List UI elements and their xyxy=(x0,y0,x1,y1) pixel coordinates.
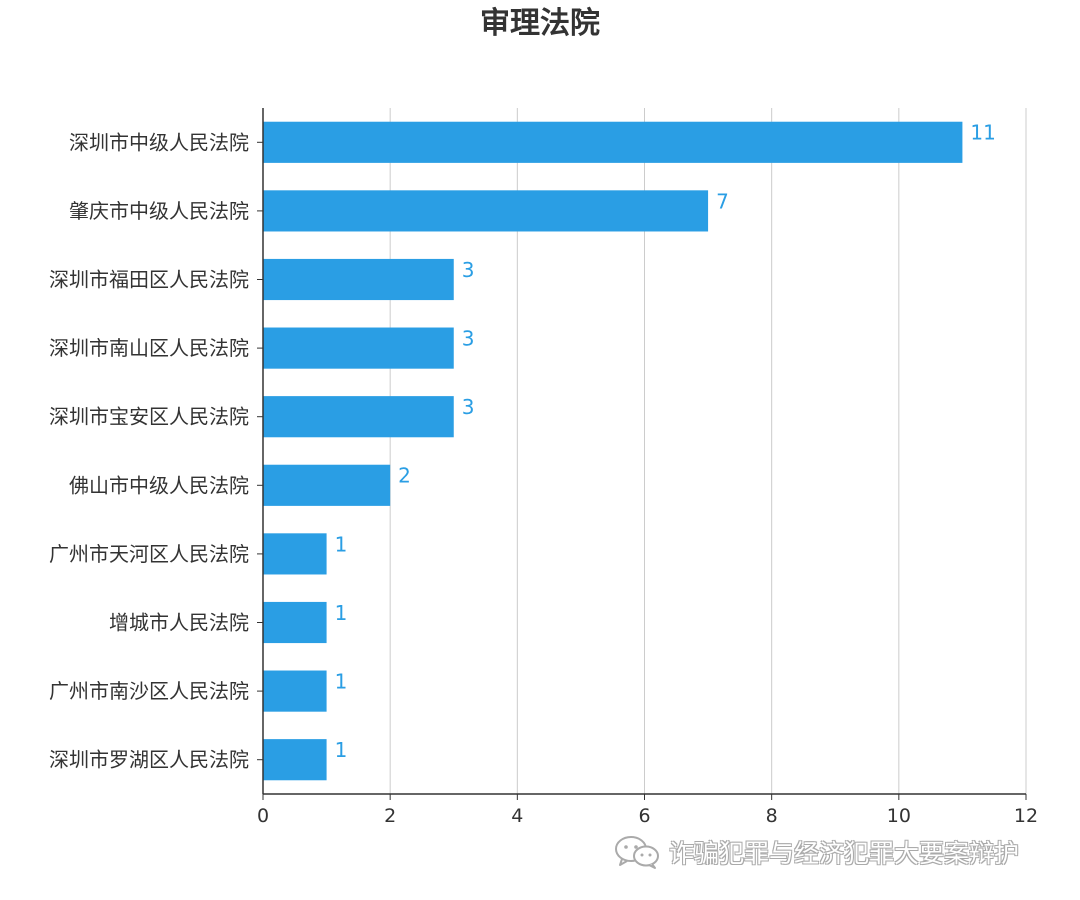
bar xyxy=(263,533,327,575)
data-label: 1 xyxy=(335,670,348,694)
bar xyxy=(263,190,709,232)
wechat-icon xyxy=(615,836,659,869)
bar xyxy=(263,121,963,163)
watermark-text: 诈骗犯罪与经济犯罪大要案辩护 xyxy=(669,839,1020,868)
bar xyxy=(263,670,327,712)
category-label: 肇庆市中级人民法院 xyxy=(69,199,249,223)
axes xyxy=(257,108,1027,800)
category-label: 深圳市中级人民法院 xyxy=(69,130,249,154)
data-label: 3 xyxy=(462,395,475,419)
chart-title: 审理法院 xyxy=(480,6,600,41)
data-label: 1 xyxy=(335,738,348,762)
data-label: 11 xyxy=(970,121,995,145)
data-label: 1 xyxy=(335,532,348,556)
x-tick-label: 10 xyxy=(887,805,911,827)
bars xyxy=(263,121,963,781)
x-tick-label: 4 xyxy=(511,805,523,827)
x-tick-label: 2 xyxy=(384,805,396,827)
x-tick-label: 12 xyxy=(1014,805,1038,827)
category-label: 深圳市罗湖区人民法院 xyxy=(49,748,249,772)
category-label: 深圳市福田区人民法院 xyxy=(49,268,249,292)
data-label: 3 xyxy=(462,327,475,351)
bar xyxy=(263,601,327,644)
category-label: 广州市南沙区人民法院 xyxy=(49,679,249,703)
x-tick-label: 8 xyxy=(766,805,778,827)
category-label: 增城市人民法院 xyxy=(109,611,249,635)
category-label: 深圳市南山区人民法院 xyxy=(49,336,249,360)
watermark: 诈骗犯罪与经济犯罪大要案辩护 xyxy=(613,832,1019,872)
data-label: 2 xyxy=(398,464,411,488)
category-label: 深圳市宝安区人民法院 xyxy=(49,405,249,429)
x-tick-label: 0 xyxy=(257,805,269,827)
data-label: 1 xyxy=(335,601,348,625)
category-label: 广州市天河区人民法院 xyxy=(49,542,249,566)
category-label: 佛山市中级人民法院 xyxy=(69,473,249,497)
bar xyxy=(263,464,391,506)
data-label: 3 xyxy=(462,258,475,282)
bar xyxy=(263,258,454,301)
data-label: 7 xyxy=(716,189,729,213)
bar xyxy=(263,739,327,781)
bar xyxy=(263,396,454,438)
bar xyxy=(263,327,454,369)
x-tick-label: 6 xyxy=(638,805,650,827)
